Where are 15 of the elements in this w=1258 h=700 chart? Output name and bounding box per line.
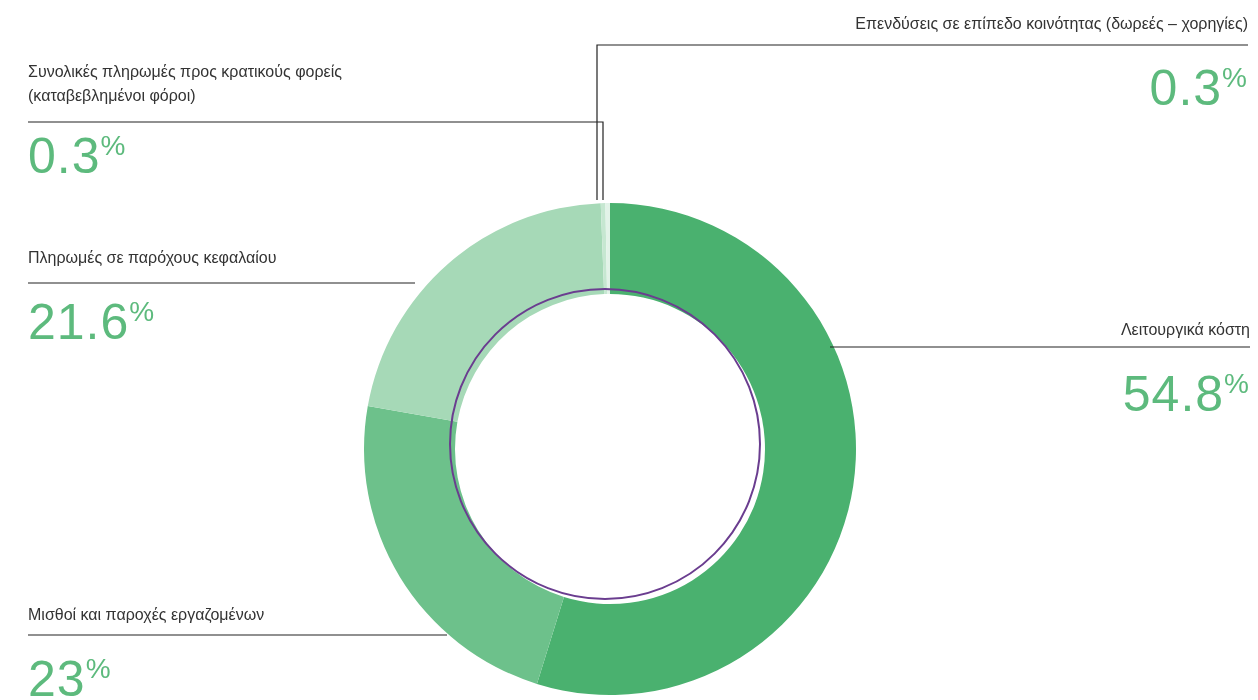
donut-slice [367, 203, 605, 422]
slice-label: Μισθοί και παροχές εργαζομένων [28, 605, 266, 625]
slice-label: Λειτουργικά κόστη [1119, 320, 1250, 340]
donut-slice [600, 203, 608, 295]
donut-slice [605, 203, 610, 295]
slice-label: Συνολικές πληρωμές προς κρατικούς φορείς (καταβεβλημένοι φόροι) [28, 62, 343, 106]
data-label: 0.3$^{%}$ [28, 126, 128, 184]
slice-label: Πληρωμές σε παρόχους κεφαλαίου [28, 248, 278, 268]
data-label: 54.8$^{%}$ [1121, 364, 1250, 422]
data-label: 0.3$^{%}$ [1148, 58, 1248, 116]
donut-slice [364, 405, 564, 684]
data-label: 23$^{%}$ [28, 649, 113, 700]
donut-slice [536, 203, 856, 695]
slice-label: Επενδύσεις σε επίπεδο κοινότητας (δωρεές – χορηγίες) [854, 14, 1248, 34]
data-label: 21.6$^{%}$ [28, 292, 157, 350]
